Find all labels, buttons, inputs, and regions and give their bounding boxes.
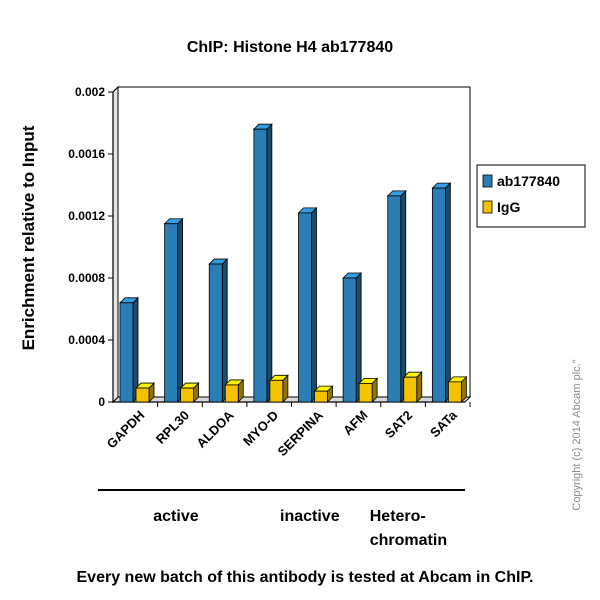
bar-ab177840-SATa: [431, 182, 452, 403]
bar-ab177840-SAT2: [386, 189, 407, 403]
y-tick-label: 0.002: [75, 85, 105, 99]
bar-front: [314, 390, 328, 403]
legend: ab177840 IgG: [476, 164, 586, 228]
category-groups: active inactive Hetero-chromatin: [98, 489, 465, 549]
bar-ab177840-RPL30: [163, 217, 184, 403]
bar-IgG-SATa: [447, 375, 468, 403]
y-tick-label: 0.0008: [68, 271, 105, 285]
bar-IgG-GAPDH: [135, 382, 155, 403]
bar-front: [224, 384, 239, 403]
bar-front: [447, 381, 462, 403]
bar-front: [431, 187, 446, 403]
category-label: ALDOA: [193, 407, 237, 451]
bar-front: [180, 387, 195, 403]
bar-front: [403, 376, 418, 403]
category-label: AFM: [340, 408, 371, 439]
axes: [108, 85, 472, 407]
y-tick-label: 0.0016: [68, 147, 105, 161]
category-label: SAT2: [382, 408, 415, 441]
category-label: SERPINA: [274, 407, 326, 459]
y-axis-label: Enrichment relative to Input: [19, 125, 38, 350]
group-label: active: [153, 508, 198, 525]
bar-ab177840-SERPINA: [297, 206, 318, 403]
bar-IgG-AFM: [358, 377, 379, 403]
bar-front: [208, 263, 223, 403]
group-label: inactive: [280, 508, 340, 525]
bar-front: [358, 382, 373, 403]
bar-front: [269, 379, 284, 403]
bar-IgG-MYO-D: [268, 374, 289, 403]
bar-ab177840-ALDOA: [208, 258, 229, 403]
bar-side: [177, 217, 184, 403]
bar-IgG-SERPINA: [313, 385, 334, 403]
legend-swatch: [482, 200, 493, 214]
copyright-text: Copyright (c) 2014 Abcam plc.": [571, 359, 583, 510]
bar-ab177840-AFM: [342, 272, 363, 403]
bar-front: [135, 387, 150, 403]
group-label: chromatin: [370, 532, 447, 549]
y-tick-labels: 0 0.0004 0.0008 0.0012 0.0016 0.002: [68, 85, 105, 409]
bar-front: [164, 223, 179, 403]
plot-side-wall: [112, 85, 119, 404]
bar-ab177840-MYO-D: [252, 123, 273, 403]
legend-label: ab177840: [497, 173, 560, 189]
bar-side: [400, 189, 407, 403]
group-label: Hetero-: [370, 508, 426, 525]
bar-side: [266, 123, 273, 403]
bar-IgG-SAT2: [402, 371, 423, 403]
bar-side: [444, 182, 451, 403]
bar-IgG-RPL30: [179, 382, 200, 403]
category-label: GAPDH: [104, 408, 148, 452]
bars: [119, 123, 468, 403]
bar-side: [221, 258, 228, 403]
bar-front: [387, 195, 402, 403]
chart-title: ChIP: Histone H4 ab177840: [187, 39, 393, 56]
y-tick-label: 0.0012: [68, 209, 105, 223]
legend-box: [476, 164, 586, 228]
bar-IgG-ALDOA: [224, 378, 245, 403]
bar-side: [311, 206, 317, 403]
bar-front: [119, 302, 134, 403]
footer-text: Every new batch of this antibody is test…: [77, 569, 534, 586]
y-tick-label: 0.0004: [68, 333, 105, 347]
bar-front: [298, 212, 312, 403]
legend-label: IgG: [497, 199, 520, 215]
category-label: RPL30: [153, 408, 192, 447]
legend-swatch: [482, 174, 493, 188]
bar-front: [253, 128, 268, 403]
bar-front: [342, 277, 357, 403]
category-label: SATa: [427, 407, 460, 440]
bar-ab177840-GAPDH: [119, 296, 139, 403]
category-label: MYO-D: [240, 408, 281, 449]
y-tick-label: 0: [98, 395, 105, 409]
